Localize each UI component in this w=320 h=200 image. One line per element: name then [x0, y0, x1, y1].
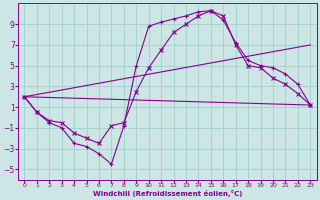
X-axis label: Windchill (Refroidissement éolien,°C): Windchill (Refroidissement éolien,°C): [93, 190, 242, 197]
